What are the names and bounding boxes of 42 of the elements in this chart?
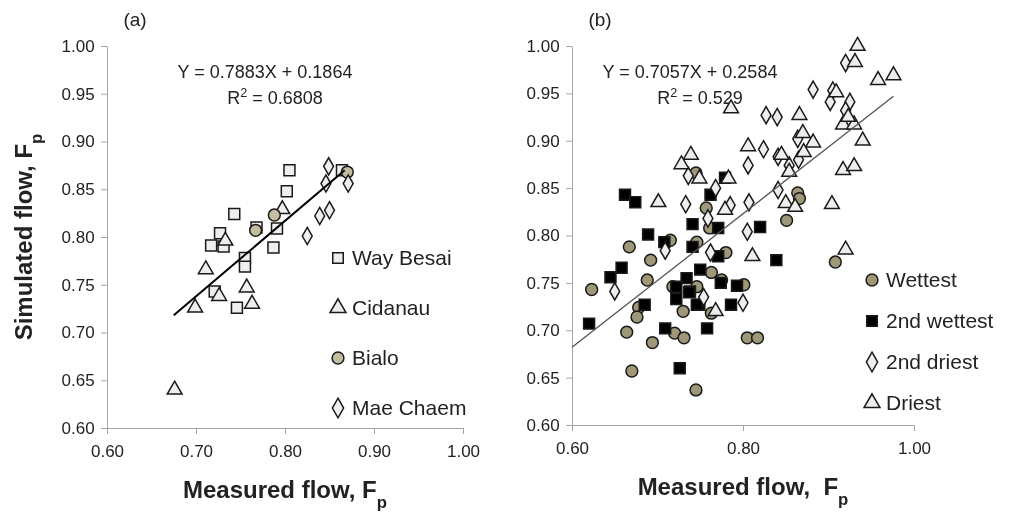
y-tick-label: 0.85 — [61, 180, 95, 200]
y-tick-label: 0.75 — [526, 273, 560, 293]
annotation: Y = 0.7883X + 0.1864 — [177, 62, 353, 82]
annotation: R$^{2}$ = 0.529 — [657, 86, 743, 108]
y-tick-label: 0.65 — [526, 368, 560, 388]
y-tick-label: 0.80 — [526, 226, 560, 246]
y-tick-label: 0.90 — [526, 131, 560, 151]
x-tick-label: 0.80 — [268, 442, 303, 462]
legend-label: Bialo — [352, 346, 399, 369]
y-tick-label: 0.65 — [61, 371, 95, 391]
x-axis-title: Measured flow, F$_{p}$ — [182, 476, 388, 512]
y-tick-label: 0.95 — [61, 84, 95, 104]
y-tick-label: 0.75 — [61, 275, 95, 295]
legend-label: Mae Chaem — [352, 396, 467, 419]
y-tick-label: 0.60 — [61, 418, 95, 438]
annotation: R$^{2}$ = 0.6808 — [227, 86, 323, 108]
y-tick-label: 0.80 — [61, 227, 95, 247]
y-tick-label: 0.85 — [526, 179, 560, 199]
x-tick-label: 0.90 — [357, 442, 392, 462]
x-tick-label: 0.60 — [90, 442, 125, 462]
chart-title: (b) — [588, 9, 612, 30]
chart-title: (a) — [123, 9, 147, 30]
x-tick-label: 1.00 — [897, 439, 932, 459]
annotation: Y = 0.7057X + 0.2584 — [602, 62, 778, 82]
legend-label: Wettest — [886, 268, 957, 291]
x-tick-label: 0.60 — [555, 439, 590, 459]
y-tick-label: 0.70 — [526, 321, 560, 341]
legend-label: Way Besai — [352, 246, 452, 269]
x-tick-label: 1.00 — [446, 442, 481, 462]
y-tick-label: 1.00 — [526, 36, 560, 56]
y-tick-label: 0.60 — [526, 415, 560, 435]
legend-label: Driest — [886, 391, 941, 414]
x-tick-label: 0.70 — [179, 442, 214, 462]
legend-label: 2nd driest — [886, 350, 979, 373]
y-tick-label: 1.00 — [61, 36, 95, 56]
x-tick-label: 0.80 — [726, 439, 761, 459]
x-axis-title: Measured flow, F$_{p}$ — [637, 473, 849, 509]
y-tick-label: 0.70 — [61, 323, 95, 343]
y-tick-label: 0.95 — [526, 84, 560, 104]
legend-label: Cidanau — [352, 296, 431, 319]
y-tick-label: 0.90 — [61, 132, 95, 152]
legend-label: 2nd wettest — [886, 309, 994, 332]
